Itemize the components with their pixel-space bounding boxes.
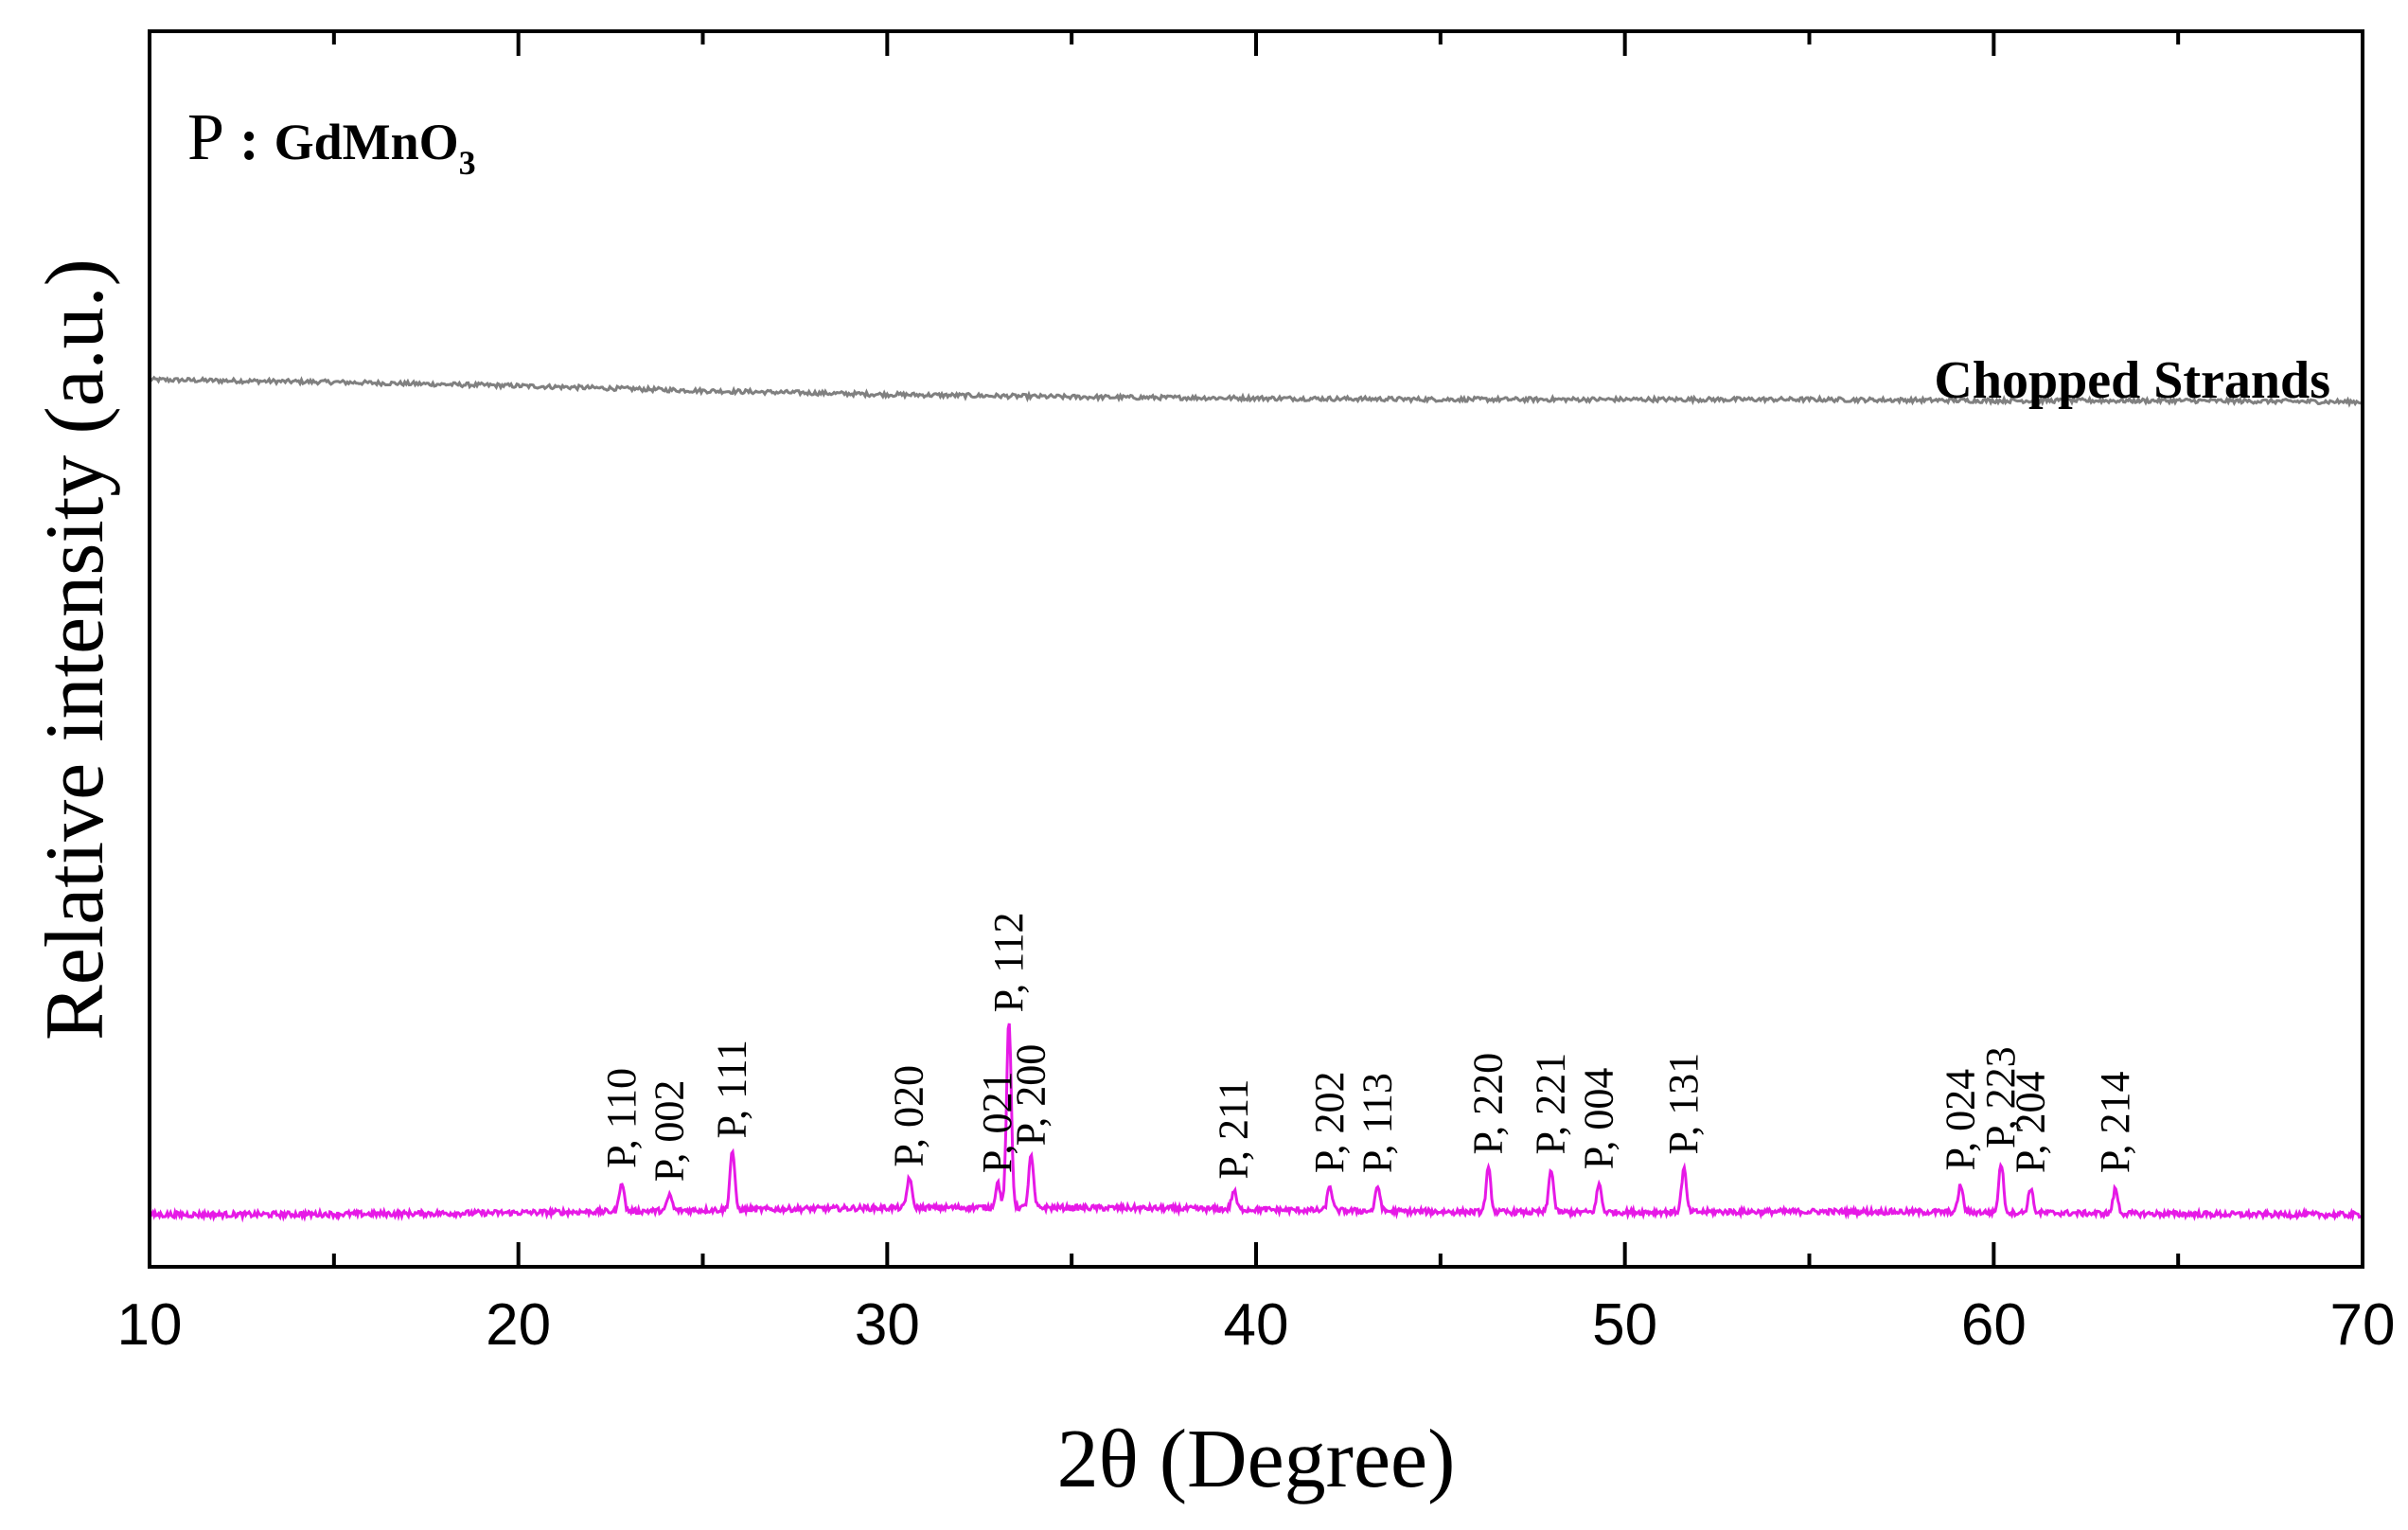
- peak-label: P, 111: [709, 1040, 755, 1138]
- x-tick-label: 50: [1592, 1292, 1657, 1358]
- x-tick-label: 10: [117, 1292, 183, 1358]
- peak-label: P, 021: [974, 1072, 1020, 1174]
- x-tick-label: 40: [1224, 1292, 1289, 1358]
- peak-label: P, 020: [886, 1065, 932, 1167]
- peak-labels: P, 110 P, 002 P, 111 P, 020 P, 021 P, 112 P, 2…: [598, 912, 2138, 1182]
- peak-label: P, 112: [985, 912, 1032, 1012]
- phase-key-subscript: 3: [459, 144, 476, 182]
- peak-label: P, 024: [1937, 1069, 1983, 1171]
- peak-label: P, 220: [1465, 1053, 1512, 1155]
- peak-label: P, 110: [598, 1068, 645, 1168]
- peak-label: P, 200: [1007, 1044, 1054, 1147]
- x-axis: 10 20 30 40 50 60 70: [117, 31, 2396, 1358]
- peak-label: P, 211: [1211, 1079, 1257, 1180]
- y-axis-title: Relative intensity (a.u.): [29, 258, 121, 1041]
- peak-label: P, 202: [1306, 1072, 1353, 1174]
- x-tick-label: 60: [1961, 1292, 2027, 1358]
- peak-label: P, 004: [1575, 1068, 1621, 1170]
- peak-label: P, 221: [1528, 1053, 1574, 1155]
- phase-key-separator: :: [239, 108, 259, 172]
- x-axis-title: 2θ (Degree): [1057, 1414, 1456, 1505]
- peak-label: P, 002: [646, 1080, 692, 1183]
- series-label-chopped-strands: Chopped Strands: [1934, 351, 2330, 410]
- x-tick-label: 30: [855, 1292, 920, 1358]
- phase-key: P: GdMnO3: [187, 101, 476, 182]
- peak-label: P, 113: [1354, 1073, 1401, 1173]
- series-line-chopped-strands: [148, 375, 2364, 408]
- plot-area: [148, 375, 2364, 1223]
- x-tick-label: 20: [486, 1292, 551, 1358]
- x-tick-label: 70: [2330, 1292, 2396, 1358]
- phase-key-symbol: P: [187, 101, 224, 174]
- phase-key-compound: GdMnO: [274, 114, 459, 170]
- peak-label: P, 214: [2092, 1072, 2138, 1174]
- peak-label: P, 204: [2007, 1072, 2053, 1174]
- peak-label: P, 223: [1977, 1046, 2024, 1148]
- peak-label: P, 131: [1660, 1053, 1707, 1155]
- series-line-gdmno3: [148, 1023, 2364, 1223]
